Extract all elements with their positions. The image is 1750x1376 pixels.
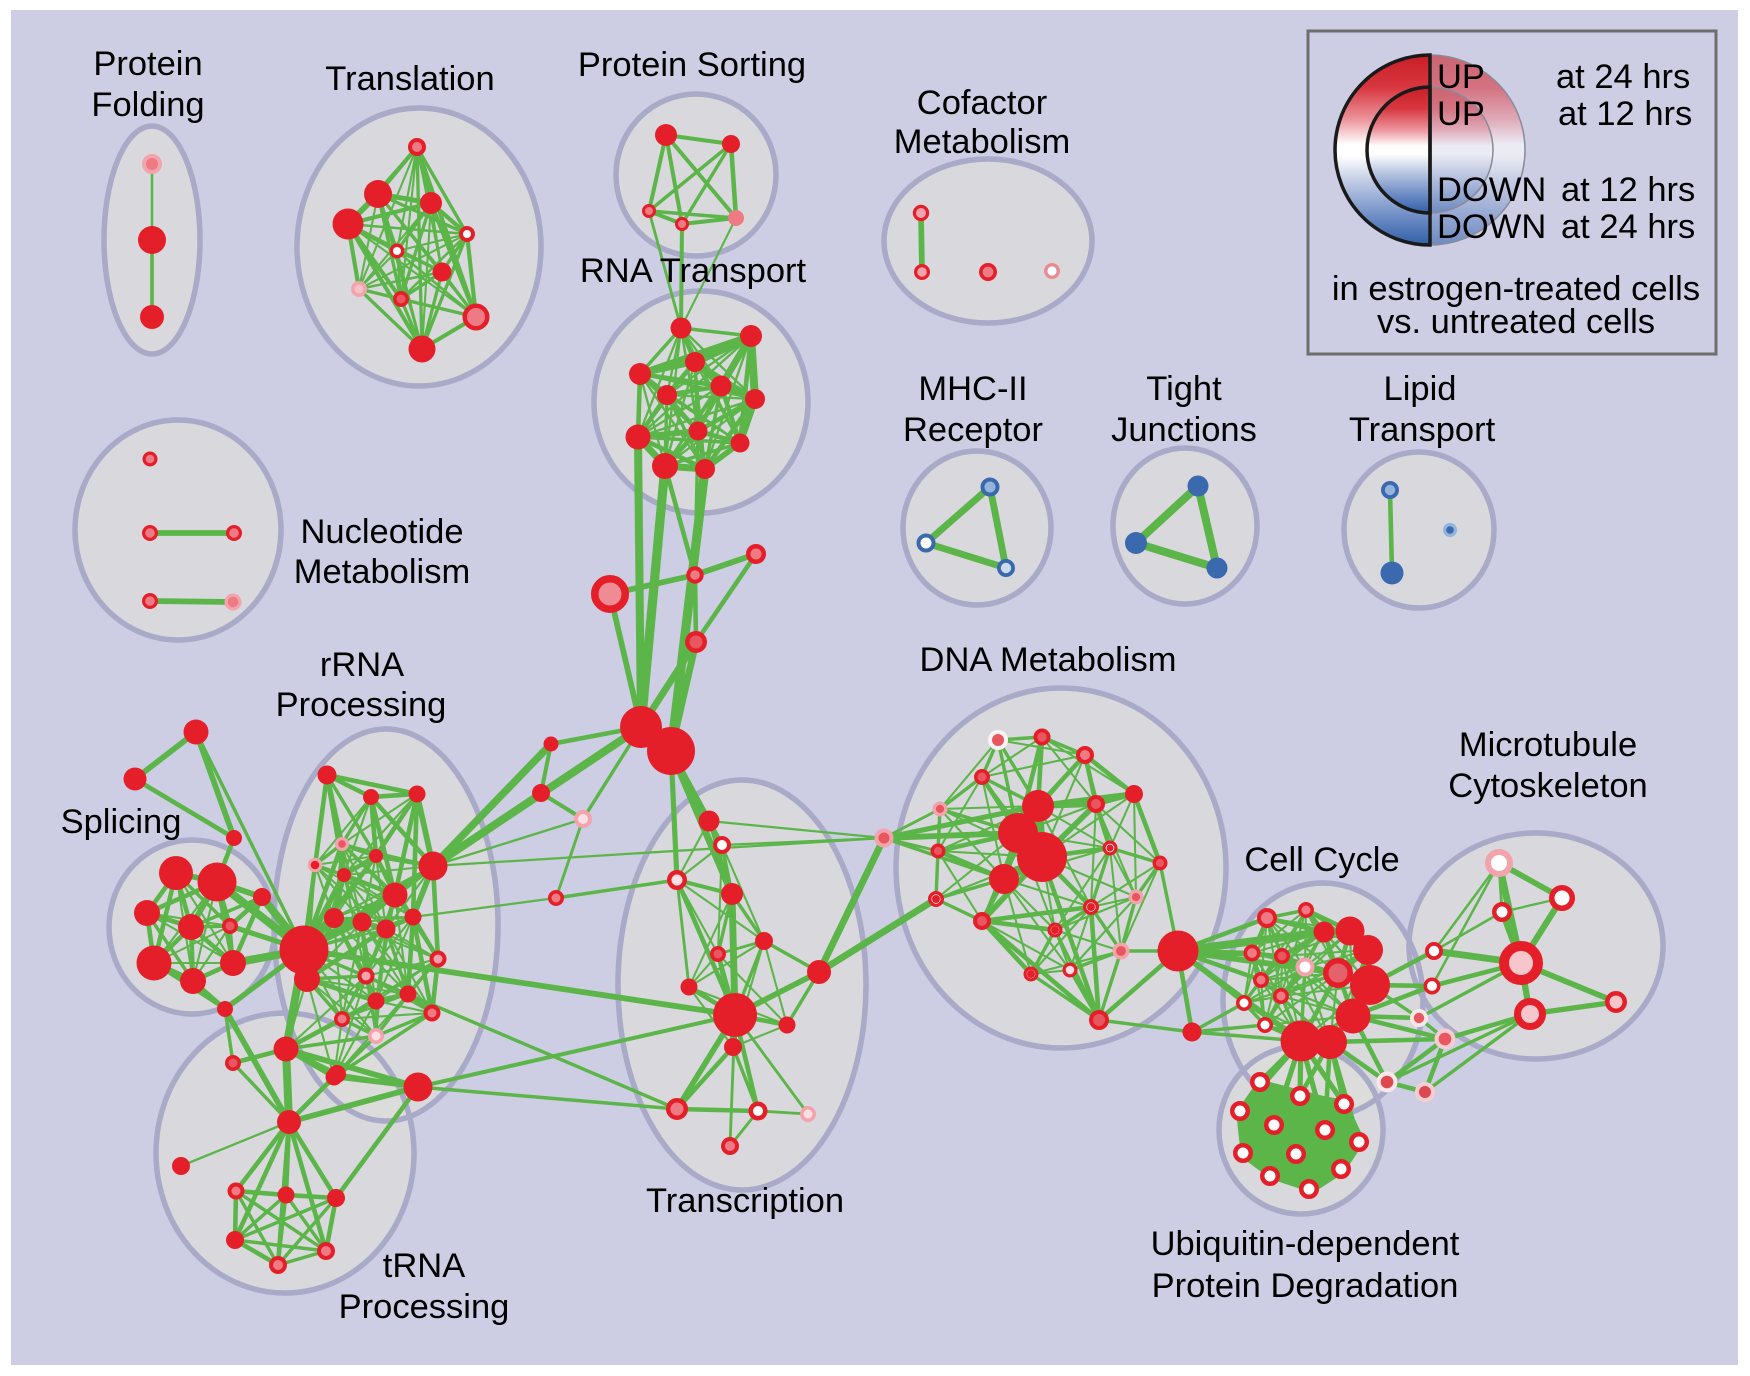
svg-text:DNA Metabolism: DNA Metabolism: [920, 641, 1177, 679]
svg-text:Receptor: Receptor: [903, 411, 1043, 449]
svg-text:at 12 hrs: at 12 hrs: [1558, 95, 1692, 133]
svg-text:in estrogen-treated cells: in estrogen-treated cells: [1332, 270, 1700, 308]
svg-text:Transport: Transport: [1349, 411, 1496, 449]
svg-text:vs. untreated cells: vs. untreated cells: [1377, 303, 1655, 341]
svg-text:UP: UP: [1437, 95, 1485, 133]
svg-text:Cell Cycle: Cell Cycle: [1244, 841, 1399, 879]
svg-text:at 12 hrs: at 12 hrs: [1561, 171, 1695, 209]
svg-text:UP: UP: [1437, 58, 1485, 96]
svg-text:Translation: Translation: [325, 60, 494, 98]
svg-text:Cytoskeleton: Cytoskeleton: [1448, 767, 1647, 805]
svg-text:Protein Degradation: Protein Degradation: [1152, 1267, 1459, 1305]
svg-text:Processing: Processing: [276, 686, 447, 724]
svg-text:RNA Transport: RNA Transport: [580, 252, 807, 290]
svg-text:Ubiquitin-dependent: Ubiquitin-dependent: [1151, 1225, 1460, 1263]
svg-text:Microtubule: Microtubule: [1459, 726, 1637, 764]
svg-text:DOWN: DOWN: [1437, 171, 1546, 209]
svg-text:Metabolism: Metabolism: [894, 123, 1070, 161]
svg-text:MHC-II: MHC-II: [918, 370, 1027, 408]
svg-text:Junctions: Junctions: [1111, 411, 1257, 449]
svg-text:Protein: Protein: [93, 45, 202, 83]
svg-text:Lipid: Lipid: [1384, 370, 1457, 408]
svg-text:Tight: Tight: [1146, 370, 1222, 408]
svg-text:at 24 hrs: at 24 hrs: [1556, 58, 1690, 96]
svg-text:Protein Sorting: Protein Sorting: [578, 46, 806, 84]
svg-text:DOWN: DOWN: [1437, 208, 1546, 246]
svg-text:Metabolism: Metabolism: [294, 553, 470, 591]
svg-text:Cofactor: Cofactor: [917, 84, 1047, 122]
svg-text:Processing: Processing: [339, 1288, 510, 1326]
svg-text:Splicing: Splicing: [61, 803, 182, 841]
svg-text:tRNA: tRNA: [383, 1247, 465, 1285]
svg-text:Folding: Folding: [91, 86, 204, 124]
svg-text:rRNA: rRNA: [320, 646, 404, 684]
svg-text:at 24 hrs: at 24 hrs: [1561, 208, 1695, 246]
svg-text:Nucleotide: Nucleotide: [300, 513, 463, 551]
svg-text:Transcription: Transcription: [646, 1182, 844, 1220]
